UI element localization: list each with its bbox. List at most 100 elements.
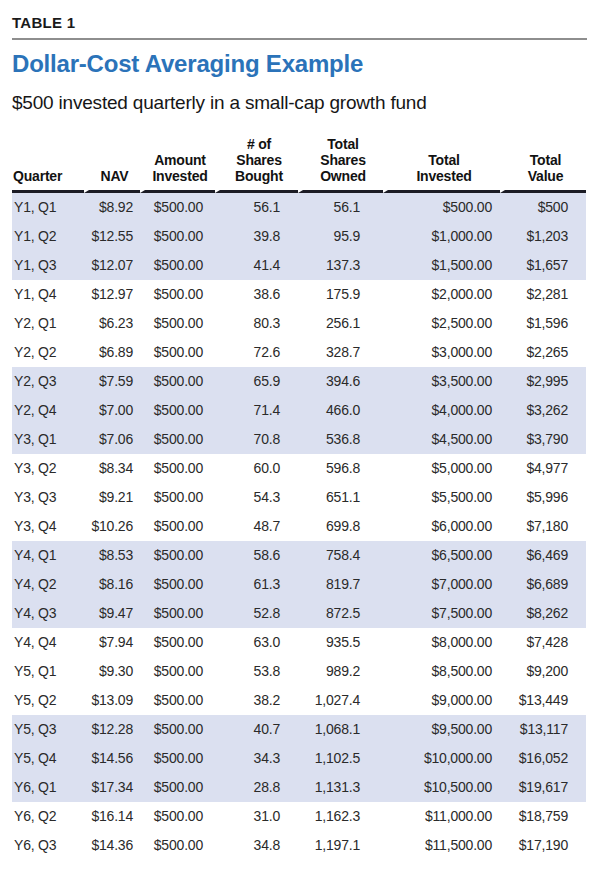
- cell-shares-bought: 80.3: [215, 309, 298, 338]
- cell-nav: $6.89: [84, 338, 140, 367]
- table-row: Y5, Q3 $12.28 $500.00 40.7 1,068.1 $9,50…: [12, 715, 586, 744]
- table-row: Y2, Q4 $7.00 $500.00 71.4 466.0 $4,000.0…: [12, 396, 586, 425]
- cell-quarter: Y1, Q4: [12, 280, 84, 309]
- table-row: Y1, Q3 $12.07 $500.00 41.4 137.3 $1,500.…: [12, 251, 586, 280]
- cell-shares-owned: 596.8: [298, 454, 383, 483]
- header-row: Quarter NAV Amount Invested # of Shares …: [12, 137, 586, 193]
- kicker-rule: [12, 38, 587, 40]
- cell-shares-owned: 328.7: [298, 338, 383, 367]
- cell-total-value: $17,190: [500, 831, 586, 860]
- cell-quarter: Y5, Q3: [12, 715, 84, 744]
- cell-shares-bought: 34.8: [215, 831, 298, 860]
- cell-shares-bought: 48.7: [215, 512, 298, 541]
- cell-total-invested: $6,500.00: [383, 541, 500, 570]
- cell-shares-bought: 56.1: [215, 193, 298, 222]
- cell-total-invested: $500.00: [383, 193, 500, 222]
- cell-total-value: $19,617: [500, 773, 586, 802]
- table-row: Y6, Q1 $17.34 $500.00 28.8 1,131.3 $10,5…: [12, 773, 586, 802]
- cell-amount-invested: $500.00: [140, 338, 215, 367]
- cell-quarter: Y4, Q1: [12, 541, 84, 570]
- cell-shares-owned: 95.9: [298, 222, 383, 251]
- cell-quarter: Y1, Q1: [12, 193, 84, 222]
- table-row: Y4, Q2 $8.16 $500.00 61.3 819.7 $7,000.0…: [12, 570, 586, 599]
- cell-total-value: $9,200: [500, 657, 586, 686]
- dollar-cost-averaging-table: Quarter NAV Amount Invested # of Shares …: [12, 137, 586, 860]
- cell-total-value: $18,759: [500, 802, 586, 831]
- cell-nav: $7.06: [84, 425, 140, 454]
- table-row: Y5, Q2 $13.09 $500.00 38.2 1,027.4 $9,00…: [12, 686, 586, 715]
- cell-total-value: $1,596: [500, 309, 586, 338]
- cell-shares-bought: 39.8: [215, 222, 298, 251]
- cell-quarter: Y1, Q3: [12, 251, 84, 280]
- cell-quarter: Y3, Q1: [12, 425, 84, 454]
- cell-amount-invested: $500.00: [140, 396, 215, 425]
- cell-shares-owned: 1,027.4: [298, 686, 383, 715]
- cell-amount-invested: $500.00: [140, 193, 215, 222]
- cell-shares-owned: 819.7: [298, 570, 383, 599]
- cell-total-value: $2,995: [500, 367, 586, 396]
- cell-amount-invested: $500.00: [140, 744, 215, 773]
- cell-quarter: Y6, Q1: [12, 773, 84, 802]
- col-header-nav: NAV: [84, 137, 140, 193]
- cell-nav: $8.34: [84, 454, 140, 483]
- cell-total-value: $3,790: [500, 425, 586, 454]
- cell-shares-bought: 72.6: [215, 338, 298, 367]
- cell-amount-invested: $500.00: [140, 280, 215, 309]
- cell-amount-invested: $500.00: [140, 657, 215, 686]
- cell-amount-invested: $500.00: [140, 773, 215, 802]
- cell-shares-owned: 989.2: [298, 657, 383, 686]
- table-row: Y5, Q4 $14.56 $500.00 34.3 1,102.5 $10,0…: [12, 744, 586, 773]
- col-header-shares-owned: Total Shares Owned: [298, 137, 383, 193]
- table-kicker: TABLE 1: [12, 0, 587, 30]
- cell-shares-bought: 70.8: [215, 425, 298, 454]
- cell-total-invested: $8,000.00: [383, 628, 500, 657]
- cell-total-value: $5,996: [500, 483, 586, 512]
- table-row: Y2, Q3 $7.59 $500.00 65.9 394.6 $3,500.0…: [12, 367, 586, 396]
- cell-shares-owned: 651.1: [298, 483, 383, 512]
- cell-shares-bought: 58.6: [215, 541, 298, 570]
- cell-amount-invested: $500.00: [140, 251, 215, 280]
- cell-nav: $7.00: [84, 396, 140, 425]
- cell-total-invested: $10,000.00: [383, 744, 500, 773]
- cell-total-invested: $2,000.00: [383, 280, 500, 309]
- page: TABLE 1 Dollar-Cost Averaging Example $5…: [0, 0, 600, 860]
- cell-quarter: Y6, Q2: [12, 802, 84, 831]
- cell-total-value: $8,262: [500, 599, 586, 628]
- cell-nav: $9.30: [84, 657, 140, 686]
- cell-total-invested: $8,500.00: [383, 657, 500, 686]
- table-row: Y3, Q2 $8.34 $500.00 60.0 596.8 $5,000.0…: [12, 454, 586, 483]
- cell-quarter: Y4, Q3: [12, 599, 84, 628]
- cell-total-invested: $10,500.00: [383, 773, 500, 802]
- cell-nav: $8.16: [84, 570, 140, 599]
- cell-total-value: $4,977: [500, 454, 586, 483]
- cell-total-invested: $3,000.00: [383, 338, 500, 367]
- cell-amount-invested: $500.00: [140, 367, 215, 396]
- cell-shares-owned: 466.0: [298, 396, 383, 425]
- cell-amount-invested: $500.00: [140, 222, 215, 251]
- cell-shares-owned: 175.9: [298, 280, 383, 309]
- cell-shares-owned: 1,068.1: [298, 715, 383, 744]
- cell-shares-owned: 1,162.3: [298, 802, 383, 831]
- table-row: Y6, Q2 $16.14 $500.00 31.0 1,162.3 $11,0…: [12, 802, 586, 831]
- cell-quarter: Y3, Q2: [12, 454, 84, 483]
- col-header-quarter: Quarter: [12, 137, 84, 193]
- cell-amount-invested: $500.00: [140, 425, 215, 454]
- cell-total-invested: $11,500.00: [383, 831, 500, 860]
- page-title: Dollar-Cost Averaging Example: [12, 52, 587, 76]
- cell-total-invested: $5,000.00: [383, 454, 500, 483]
- cell-nav: $12.28: [84, 715, 140, 744]
- cell-shares-bought: 52.8: [215, 599, 298, 628]
- cell-total-value: $2,265: [500, 338, 586, 367]
- cell-total-value: $13,449: [500, 686, 586, 715]
- cell-shares-bought: 28.8: [215, 773, 298, 802]
- cell-total-invested: $7,500.00: [383, 599, 500, 628]
- table-row: Y4, Q4 $7.94 $500.00 63.0 935.5 $8,000.0…: [12, 628, 586, 657]
- table-row: Y3, Q1 $7.06 $500.00 70.8 536.8 $4,500.0…: [12, 425, 586, 454]
- cell-nav: $7.94: [84, 628, 140, 657]
- cell-shares-bought: 71.4: [215, 396, 298, 425]
- cell-nav: $10.26: [84, 512, 140, 541]
- cell-shares-bought: 31.0: [215, 802, 298, 831]
- cell-nav: $8.92: [84, 193, 140, 222]
- table-row: Y1, Q4 $12.97 $500.00 38.6 175.9 $2,000.…: [12, 280, 586, 309]
- cell-amount-invested: $500.00: [140, 483, 215, 512]
